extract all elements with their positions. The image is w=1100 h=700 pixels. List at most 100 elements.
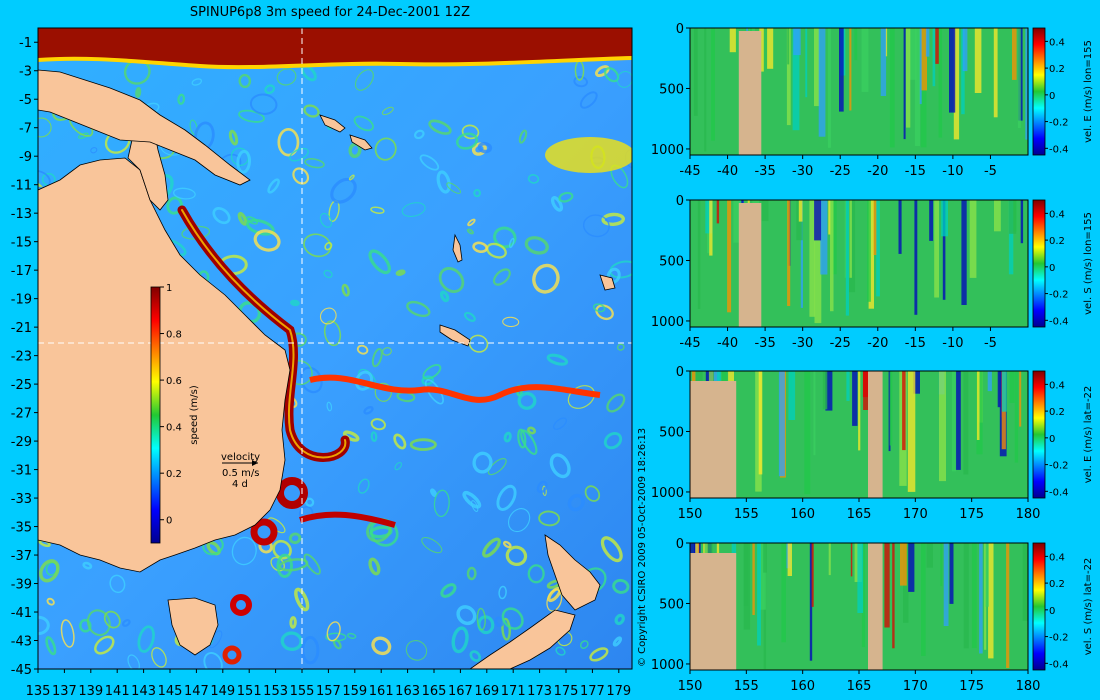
section-stripe	[921, 543, 926, 656]
section-x-tick-label: -20	[867, 336, 888, 351]
section-stripe	[844, 200, 847, 278]
eddy-stroke	[374, 137, 397, 161]
section-stripe	[809, 543, 813, 661]
section-x-tick-label: 160	[790, 507, 815, 522]
section-stripe	[1009, 200, 1017, 234]
eddy-stroke	[603, 431, 623, 450]
eddy-stroke	[546, 589, 563, 612]
eddy-stroke	[401, 202, 426, 217]
eddy-stroke	[191, 78, 203, 86]
eddy-stroke	[304, 158, 325, 169]
section-colorbar-tick-label: 0.4	[1049, 552, 1065, 563]
section-stripe	[845, 200, 849, 316]
section-x-tick-label: 170	[903, 679, 928, 694]
section-land	[738, 31, 762, 155]
eddy-stroke	[277, 127, 300, 157]
section-stripe	[938, 28, 943, 138]
zonal-jet-south	[299, 511, 396, 528]
new-caledonia	[439, 324, 471, 347]
section-stripe	[693, 28, 698, 116]
eddy-stroke	[498, 585, 507, 600]
section-stripe	[935, 28, 939, 64]
section-x-tick-label: 150	[678, 679, 703, 694]
eddy-stroke	[440, 583, 457, 598]
eddy-stroke	[278, 558, 309, 572]
section-x-tick-label: 175	[959, 679, 984, 694]
section-stripe	[888, 371, 891, 452]
map-x-tick-label: 153	[263, 684, 288, 699]
eddy-stroke	[330, 177, 357, 204]
section-stripe	[804, 371, 811, 495]
eddy-stroke	[46, 597, 55, 606]
section-stripe	[942, 200, 946, 300]
eddy-stroke	[532, 263, 560, 294]
eddy-stroke	[600, 536, 623, 563]
map-y-tick-label: -41	[11, 606, 32, 621]
section-stripe	[800, 200, 803, 308]
eddy-stroke	[39, 559, 60, 583]
eddy-stroke	[517, 391, 537, 410]
section-stripe	[885, 28, 888, 57]
section-stripe	[831, 200, 837, 275]
map-x-tick-label: 147	[184, 684, 209, 699]
eddy-stroke	[524, 236, 549, 255]
section-stripe	[963, 371, 969, 475]
eddy-stroke	[368, 249, 391, 275]
eddy-stroke	[82, 561, 93, 570]
section-x-tick-label: 150	[678, 507, 703, 522]
section-colorbar-label: vel. E (m/s) lat=-22	[1083, 386, 1094, 484]
eddy-stroke	[505, 545, 528, 566]
section-frame	[689, 199, 1029, 328]
eddy-stroke	[294, 587, 310, 612]
speed-colorbar-label: speed (m/s)	[189, 385, 200, 445]
section-stripe	[868, 200, 874, 309]
section-colorbar	[1032, 27, 1046, 156]
map-y-tick-label: -37	[11, 549, 32, 564]
section-stripe	[963, 543, 969, 649]
section-y-tick-label: 1000	[651, 658, 684, 673]
section-stripe	[752, 543, 755, 615]
eddy-stroke	[357, 478, 370, 494]
section-land	[690, 381, 737, 498]
section-stripe	[781, 543, 786, 643]
section-x-tick-label: -10	[942, 164, 963, 179]
section-stripe	[787, 543, 792, 576]
section-x-tick-label: 175	[959, 507, 984, 522]
map-y-tick-label: -7	[19, 122, 32, 137]
section-x-tick-label: -5	[984, 336, 997, 351]
jet-north-east	[545, 137, 632, 173]
section-x-tick-label: 165	[847, 507, 872, 522]
section-stripe	[993, 28, 998, 118]
eddy-stroke	[236, 149, 252, 174]
velocity-legend-scale: 0.5 m/s	[222, 468, 259, 479]
section-colorbar-tick-label: 0	[1049, 263, 1055, 274]
section-stripe	[758, 371, 763, 475]
eddy-stroke	[476, 607, 486, 631]
map-x-tick-label: 151	[237, 684, 262, 699]
eddy-stroke	[382, 347, 392, 356]
eddy-stroke	[461, 124, 480, 140]
section-stripe	[811, 543, 814, 607]
section-stripe	[903, 28, 906, 140]
eddy-stroke	[466, 228, 475, 235]
map-y-tick-label: -27	[11, 407, 32, 422]
eddy-stroke	[508, 508, 531, 533]
section-stripe	[849, 28, 852, 111]
section-colorbar	[1032, 199, 1046, 328]
section-stripe	[876, 200, 880, 297]
eddy-stroke	[406, 300, 431, 318]
eddy-stroke	[612, 636, 623, 647]
section-x-tick-label: -10	[942, 336, 963, 351]
section-stripe	[1022, 543, 1028, 621]
map-title: SPINUP6p8 3m speed for 24-Dec-2001 12Z	[190, 5, 470, 20]
eddy-stroke	[456, 605, 477, 626]
eddy-stroke	[370, 206, 385, 214]
eddy-stroke	[253, 229, 281, 252]
eddy-stroke	[238, 109, 265, 123]
eddy-stroke	[601, 212, 625, 227]
map-frame	[37, 27, 633, 670]
eddy-stroke	[419, 154, 440, 171]
speed-colorbar-tick-label: 0.4	[166, 423, 182, 434]
section-stripe	[862, 371, 869, 398]
section-stripe	[988, 543, 994, 659]
